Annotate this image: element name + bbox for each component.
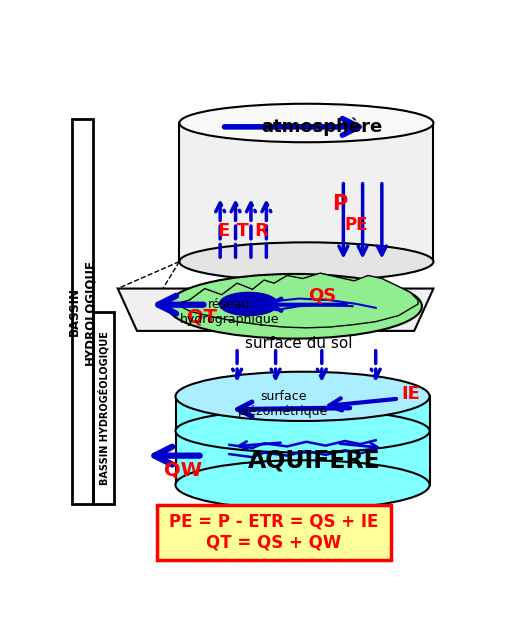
Text: PE = P - ETR = QS + IE: PE = P - ETR = QS + IE: [169, 513, 379, 531]
Text: AQUIFERE: AQUIFERE: [248, 448, 381, 472]
Ellipse shape: [176, 460, 430, 509]
Ellipse shape: [168, 274, 422, 339]
Ellipse shape: [179, 243, 433, 281]
Polygon shape: [176, 396, 430, 485]
Text: IE: IE: [401, 385, 420, 403]
Bar: [72, 119, 93, 504]
FancyBboxPatch shape: [157, 505, 391, 561]
Ellipse shape: [176, 372, 430, 421]
Text: QW: QW: [164, 460, 202, 479]
Polygon shape: [179, 123, 433, 262]
Text: réseau
hydrographique: réseau hydrographique: [179, 298, 279, 326]
Text: BASSIN HYDROGÉOLOGIQUE: BASSIN HYDROGÉOLOGIQUE: [98, 331, 109, 485]
Text: QS: QS: [307, 287, 336, 305]
Text: atmosphère: atmosphère: [261, 118, 382, 136]
Bar: [93, 312, 114, 504]
Ellipse shape: [179, 104, 433, 142]
Text: E T R: E T R: [218, 222, 269, 240]
Polygon shape: [176, 273, 418, 328]
Text: QT: QT: [187, 308, 217, 326]
Ellipse shape: [219, 292, 278, 316]
Text: PE: PE: [345, 216, 368, 234]
Text: surface du sol: surface du sol: [245, 336, 353, 351]
Text: QT = QS + QW: QT = QS + QW: [207, 534, 341, 552]
Text: BASSIN
HYDROLOGIQUE: BASSIN HYDROLOGIQUE: [68, 259, 96, 365]
Ellipse shape: [176, 410, 430, 452]
Polygon shape: [118, 289, 433, 331]
Text: surface
piézométrique: surface piézométrique: [238, 390, 329, 418]
Text: P: P: [332, 194, 347, 214]
